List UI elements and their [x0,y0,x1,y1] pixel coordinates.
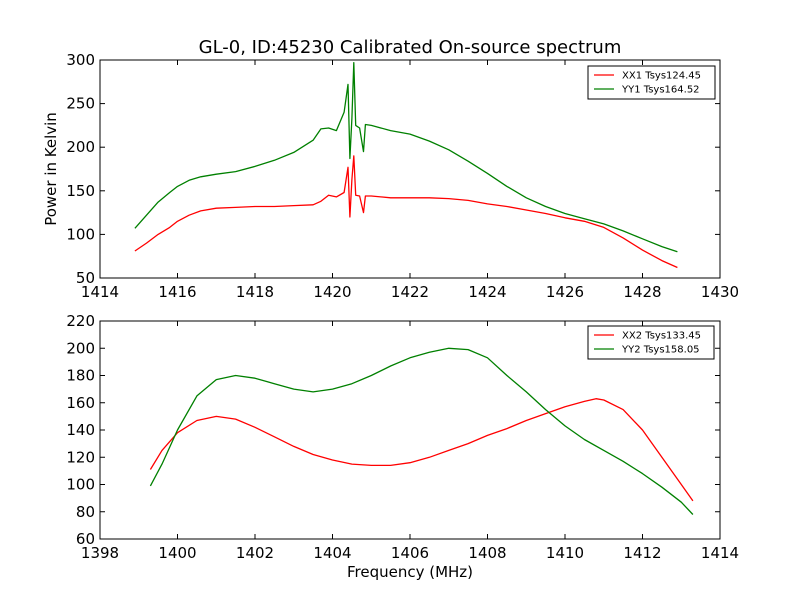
y-tick-label: 120 [66,448,95,466]
y-tick-label: 200 [66,138,95,156]
x-tick-label: 1408 [468,544,506,562]
series-line-yy1 [134,61,678,253]
x-tick-label: 1422 [391,283,429,301]
x-tick-label: 1406 [391,544,429,562]
y-tick-label: 180 [66,367,95,385]
x-tick-label: 1428 [623,283,661,301]
x-tick-label: 1402 [236,544,274,562]
series-line-xx1 [134,155,678,269]
x-tick-label: 1426 [546,283,584,301]
y-tick-label: 150 [66,182,95,200]
legend-entry: XX1 Tsys124.45 [622,71,701,82]
y-tick-label: 160 [66,394,95,412]
x-tick-label: 1430 [701,283,739,301]
y-tick-label: 100 [66,476,95,494]
series-line-yy2 [149,347,694,515]
legend-box [587,325,715,360]
x-tick-label: 1420 [313,283,351,301]
y-tick-label: 60 [76,530,95,548]
y-tick-label: 140 [66,421,95,439]
bottom-spectrum-panel: 1398 1400 1402 1404 1406 1408 1410 1412 1414 60 80… [66,312,739,562]
x-tick-label: 1414 [81,283,119,301]
x-tick-label: 1418 [236,283,274,301]
x-axis-label: Frequency (MHz) [347,563,473,581]
x-tick-label: 1410 [546,544,584,562]
y-axis-label: Power in Kelvin [42,112,60,226]
x-tick-label: 1412 [623,544,661,562]
y-tick-label: 220 [66,312,95,330]
y-tick-label: 250 [66,95,95,113]
x-tick-label: 1404 [313,544,351,562]
y-tick-label: 80 [76,503,95,521]
y-tick-label: 200 [66,339,95,357]
legend-entry: YY1 Tsys164.52 [621,85,700,96]
x-tick-label: 1424 [468,283,506,301]
figure-title: GL-0, ID:45230 Calibrated On-source spec… [199,37,622,58]
series-line-xx2 [149,398,694,502]
y-tick-label: 300 [66,51,95,69]
y-tick-label: 50 [76,269,95,287]
x-tick-label: 1416 [158,283,196,301]
x-tick-label: 1398 [81,544,119,562]
x-tick-label: 1414 [701,544,739,562]
legend: XX2 Tsys133.45 YY2 Tsys158.05 [587,325,715,360]
y-tick-label: 100 [66,225,95,243]
x-tick-label: 1400 [158,544,196,562]
top-spectrum-panel: 1414 1416 1418 1420 1422 1424 1426 1428 1430 50 10… [42,51,739,301]
legend-box [587,65,716,100]
legend-entry: YY2 Tsys158.05 [621,345,700,356]
legend: XX1 Tsys124.45 YY1 Tsys164.52 [587,65,716,100]
legend-entry: XX2 Tsys133.45 [622,331,701,342]
